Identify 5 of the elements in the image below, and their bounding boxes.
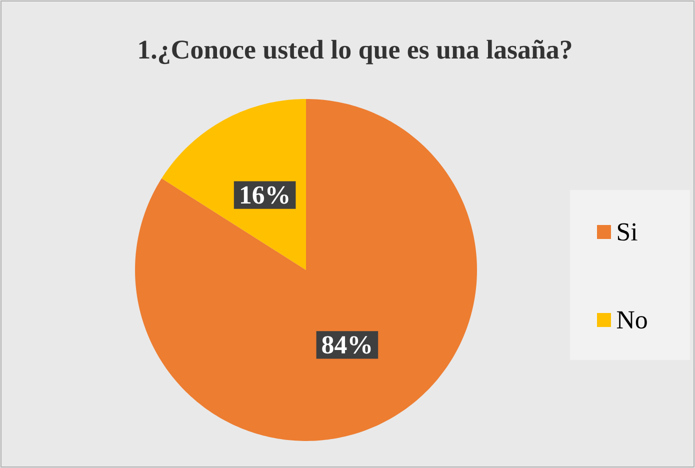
data-label: 84% [322, 336, 371, 354]
legend-label: No [616, 311, 647, 329]
chart-title: 1.¿Conoce usted lo que es una lasaña? [139, 40, 572, 64]
legend-label: Si [618, 223, 638, 241]
data-label: 16% [240, 186, 288, 204]
